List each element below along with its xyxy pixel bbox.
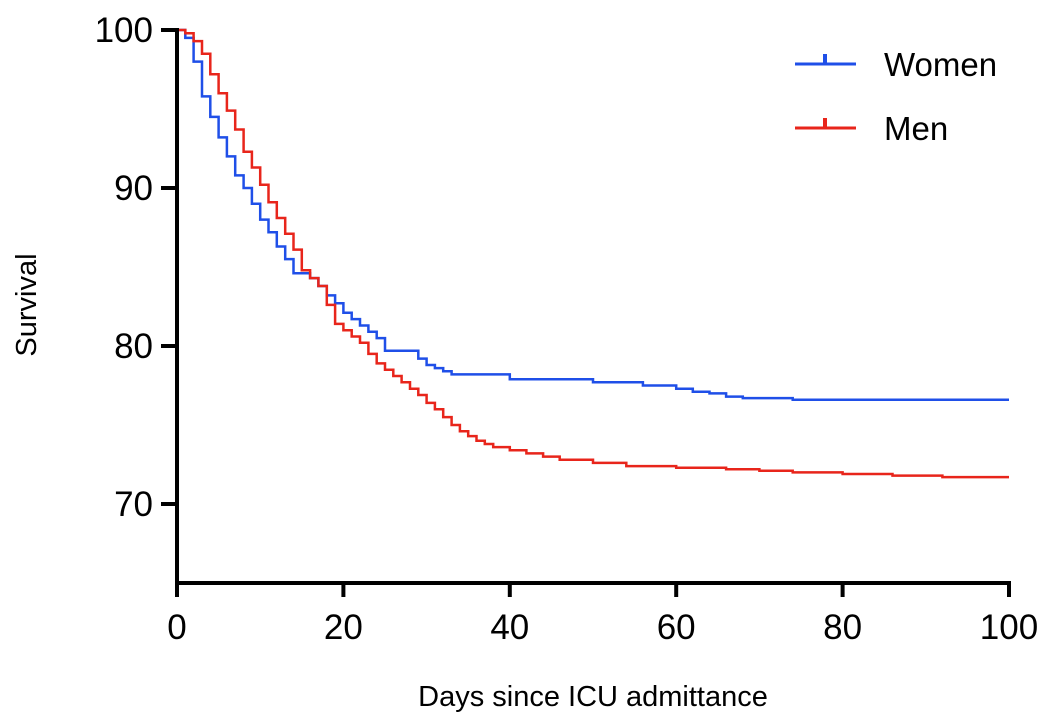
x-tick-label: 80: [823, 608, 862, 647]
ticks-layer: 0 20 40 60 80 100 70 80 90 100: [95, 11, 1039, 647]
series-layer: [177, 28, 1009, 479]
axes-layer: [175, 28, 1011, 585]
y-tick-label: 70: [114, 485, 153, 524]
y-tick-label: 80: [114, 327, 153, 366]
legend-label-women: Women: [884, 46, 997, 83]
x-tick-label: 60: [657, 608, 696, 647]
legend-item-men: Men: [795, 110, 948, 147]
series-line-men: [177, 28, 1009, 479]
x-tick-label: 40: [490, 608, 529, 647]
x-axis-title: Days since ICU admittance: [418, 681, 768, 713]
x-tick-label: 0: [167, 608, 186, 647]
legend-item-women: Women: [795, 46, 997, 83]
y-tick-label: 90: [114, 169, 153, 208]
legend: Women Men: [795, 46, 997, 147]
y-tick-label: 100: [95, 11, 153, 50]
series-line-women: [177, 28, 1009, 401]
x-tick-label: 100: [980, 608, 1038, 647]
x-tick-label: 20: [324, 608, 363, 647]
legend-label-men: Men: [884, 110, 948, 147]
y-axis-title: Survival: [11, 253, 43, 356]
